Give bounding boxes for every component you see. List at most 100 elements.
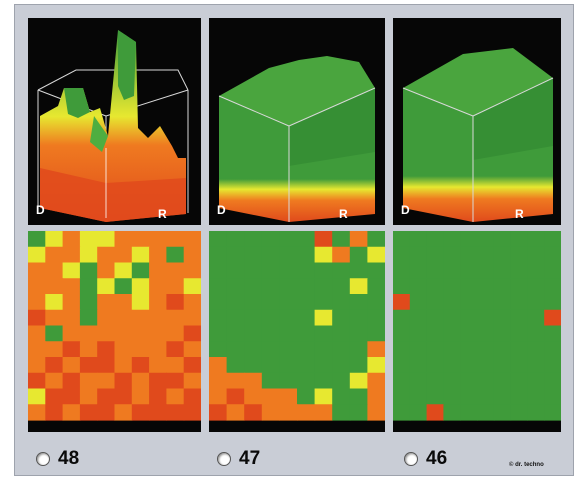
option-label: 47 bbox=[239, 448, 261, 469]
heatmap-cell bbox=[149, 357, 167, 374]
heatmap-cell bbox=[443, 325, 461, 342]
heatmap-cell bbox=[97, 309, 116, 327]
heatmap-cell bbox=[443, 246, 461, 264]
heatmap-cell bbox=[226, 341, 245, 358]
heatmap-cell bbox=[244, 325, 263, 342]
heatmap-cell bbox=[79, 309, 98, 327]
heatmap-cell bbox=[28, 357, 46, 374]
heatmap-cell bbox=[426, 372, 444, 390]
heatmap-cell bbox=[62, 262, 81, 279]
heatmap-cell bbox=[443, 388, 461, 405]
option-46[interactable]: 46 bbox=[404, 446, 447, 472]
heatmap-cell bbox=[460, 325, 478, 342]
heatmap-cell bbox=[244, 404, 263, 421]
heatmap-cell bbox=[297, 246, 316, 264]
radio-button[interactable] bbox=[404, 452, 418, 466]
heatmap-46 bbox=[393, 231, 561, 432]
heatmap-cell bbox=[45, 246, 64, 264]
radio-button[interactable] bbox=[217, 452, 231, 466]
3d-surface-plot-icon bbox=[37, 30, 189, 222]
heatmap-cell bbox=[393, 357, 411, 374]
heatmap-cell bbox=[493, 231, 512, 248]
heatmap-cell bbox=[149, 246, 167, 264]
heatmap-cell bbox=[493, 278, 512, 295]
heatmap-cell bbox=[297, 325, 316, 342]
heatmap-cell bbox=[149, 325, 167, 342]
heatmap-cell bbox=[114, 246, 133, 264]
heatmap-cell bbox=[393, 309, 411, 327]
heatmap-cell bbox=[209, 404, 228, 421]
heatmap-cell bbox=[226, 262, 245, 279]
heatmap-cell bbox=[28, 262, 46, 279]
option-47[interactable]: 47 bbox=[217, 446, 260, 472]
heatmap-cell bbox=[149, 404, 167, 421]
heatmap-cell bbox=[183, 357, 201, 374]
heatmap-cell bbox=[261, 294, 280, 311]
heatmap-cell bbox=[97, 278, 116, 295]
heatmap-cell bbox=[314, 294, 333, 311]
heatmap-cell bbox=[409, 372, 428, 390]
heatmap-cell bbox=[443, 262, 461, 279]
heatmap-cell bbox=[97, 294, 116, 311]
axis-label-r: R bbox=[515, 207, 524, 221]
heatmap-cell bbox=[226, 309, 245, 327]
cube-47: D R bbox=[209, 18, 385, 225]
heatmap-cell bbox=[62, 357, 81, 374]
heatmap-cell bbox=[493, 341, 512, 358]
heatmap-cell bbox=[209, 325, 228, 342]
heatmap-cell bbox=[97, 372, 116, 390]
heatmap-cell bbox=[45, 404, 64, 421]
heatmap-cell bbox=[332, 325, 351, 342]
option-48[interactable]: 48 bbox=[36, 446, 79, 472]
heatmap-cell bbox=[460, 262, 478, 279]
heatmap-cell bbox=[131, 372, 150, 390]
heatmap-cell bbox=[443, 404, 461, 421]
heatmap-cell bbox=[393, 404, 411, 421]
heatmap-cell bbox=[426, 357, 444, 374]
heatmap-cell bbox=[332, 246, 351, 264]
heatmap-cell bbox=[166, 357, 185, 374]
heatmap-cell bbox=[544, 231, 561, 248]
heatmap-cell bbox=[527, 372, 545, 390]
heatmap-cell bbox=[45, 231, 64, 248]
heatmap-cell bbox=[97, 357, 116, 374]
heatmap-cell bbox=[45, 388, 64, 405]
heatmap-cell bbox=[393, 372, 411, 390]
heatmap-cell bbox=[426, 262, 444, 279]
heatmap-cell bbox=[460, 278, 478, 295]
heatmap-cell bbox=[279, 388, 298, 405]
heatmap-cell bbox=[426, 294, 444, 311]
heatmap-cell bbox=[209, 388, 228, 405]
heatmap-cell bbox=[114, 309, 133, 327]
heatmap-cell bbox=[426, 246, 444, 264]
heatmap-47 bbox=[209, 231, 385, 432]
heatmap-cell bbox=[297, 294, 316, 311]
heatmap-cell bbox=[332, 231, 351, 248]
heatmap-cell bbox=[166, 294, 185, 311]
heatmap-cell bbox=[544, 372, 561, 390]
heatmap-cell bbox=[62, 372, 81, 390]
heatmap-cell bbox=[367, 262, 385, 279]
heatmap-cell bbox=[332, 388, 351, 405]
heatmap-cell bbox=[426, 309, 444, 327]
heatmap-cell bbox=[209, 341, 228, 358]
heatmap-cell bbox=[261, 325, 280, 342]
heatmap-cell bbox=[244, 341, 263, 358]
heatmap-cell bbox=[527, 404, 545, 421]
heatmap-cell bbox=[149, 341, 167, 358]
heatmap-cell bbox=[261, 278, 280, 295]
heatmap-cell bbox=[527, 309, 545, 327]
heatmap-cell bbox=[28, 372, 46, 390]
radio-button[interactable] bbox=[36, 452, 50, 466]
heatmap-cell bbox=[544, 325, 561, 342]
heatmap-cell bbox=[226, 388, 245, 405]
heatmap-cell bbox=[226, 325, 245, 342]
heatmap-cell bbox=[349, 325, 368, 342]
heatmap-cell bbox=[114, 278, 133, 295]
heatmap-cell bbox=[166, 341, 185, 358]
heatmap-cell bbox=[183, 341, 201, 358]
heatmap-cell bbox=[544, 404, 561, 421]
heatmap-cell bbox=[493, 294, 512, 311]
heatmap-cell bbox=[149, 372, 167, 390]
heatmap-cell bbox=[62, 278, 81, 295]
